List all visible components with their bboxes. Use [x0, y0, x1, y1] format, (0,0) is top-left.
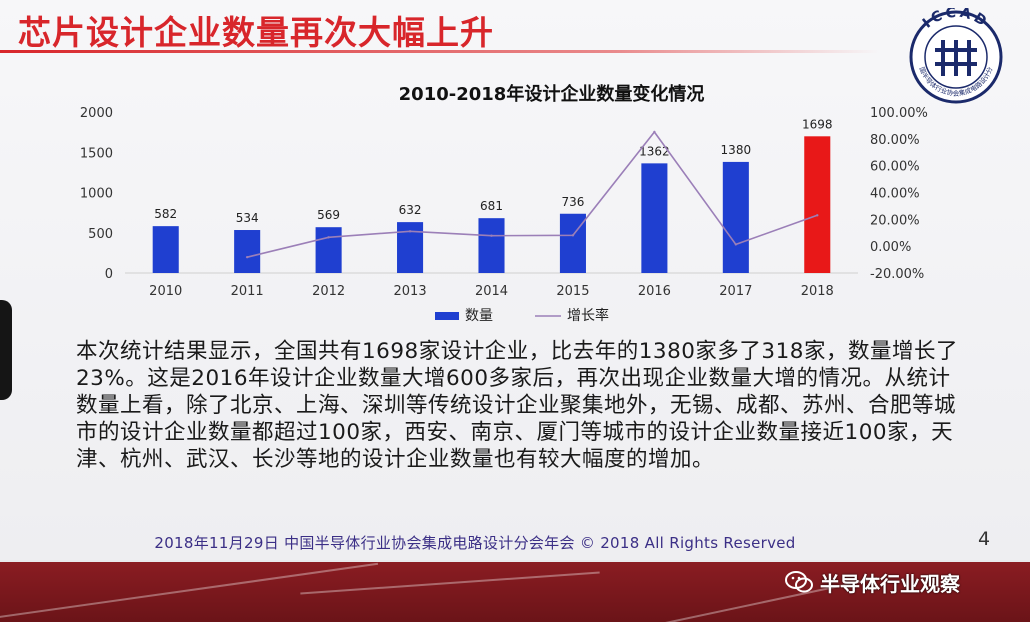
bar-data-label: 632 [399, 203, 422, 217]
growth-rate-line [246, 130, 818, 258]
summary-text: 本次统计结果显示，全国共有1698家设计企业，比去年的1380家多了318家，数… [76, 339, 958, 472]
bar-data-label: 1362 [639, 144, 670, 158]
bar-data-label: 681 [480, 199, 503, 213]
growth-rate-point [734, 243, 738, 246]
bar-data-label: 569 [317, 208, 340, 222]
chart-title: 2010-2018年设计企业数量变化情况 [399, 83, 705, 105]
x-tick-label: 2015 [556, 284, 589, 299]
stage-floor [0, 562, 1030, 622]
y-tick-label: 1000 [80, 187, 113, 202]
y-tick-label: 500 [88, 227, 113, 242]
y-tick-label: 0 [105, 267, 113, 282]
legend-label-count: 数量 [465, 308, 493, 324]
bar-data-label: 582 [154, 207, 177, 221]
y2-tick-label: 60.00% [870, 160, 920, 175]
y2-tick-label: 80.00% [870, 133, 920, 148]
slide-footer: 2018年11月29日 中国半导体行业协会集成电路设计分会年会 © 2018 A… [154, 534, 796, 552]
bar [152, 226, 179, 273]
growth-rate-point [571, 234, 575, 237]
slide-title: 芯片设计企业数量再次大幅上升 [18, 13, 494, 52]
bar [804, 136, 831, 273]
bar-data-label: 736 [561, 195, 584, 209]
x-tick-label: 2012 [312, 284, 345, 299]
x-tick-label: 2017 [719, 284, 752, 299]
y2-tick-label: -20.00% [870, 267, 924, 282]
x-tick-label: 2013 [394, 284, 427, 299]
bar-data-label: 1380 [721, 143, 752, 157]
y-tick-label: 2000 [80, 106, 113, 121]
bar-data-label: 534 [236, 211, 259, 225]
growth-rate-point [327, 236, 330, 239]
y2-tick-label: 0.00% [870, 240, 911, 255]
legend-label-growth: 增长率 [567, 307, 609, 324]
y2-tick-label: 40.00% [870, 187, 920, 202]
wechat-icon [785, 571, 813, 593]
bar [234, 230, 261, 273]
bar [641, 163, 668, 273]
x-tick-label: 2018 [801, 284, 834, 299]
slide: 芯片设计企业数量再次大幅上升 ICCAD 中国半导体行业协会集成电路设计分会 2… [0, 0, 1030, 560]
watermark: 半导体行业观察 [784, 566, 960, 598]
bar-data-label: 1698 [802, 117, 833, 131]
logo-grid-mark [935, 40, 977, 76]
x-tick-label: 2011 [231, 284, 264, 299]
title-rule [0, 50, 880, 53]
growth-rate-point [653, 130, 656, 134]
legend-swatch-bar [435, 312, 459, 320]
foreground-silhouette [0, 300, 12, 400]
page-number: 4 [978, 528, 991, 550]
watermark-text: 半导体行业观察 [820, 571, 960, 596]
bar [722, 161, 749, 273]
growth-rate-point [816, 214, 819, 217]
y2-tick-label: 20.00% [870, 213, 920, 228]
growth-rate-point [490, 234, 493, 237]
enterprise-count-chart: 2010-2018年设计企业数量变化情况 0 500 1000 1500 2000 -20.… [80, 83, 928, 324]
y-tick-label: 1500 [80, 146, 113, 161]
bar [397, 222, 424, 273]
bar [315, 227, 342, 273]
growth-rate-point [245, 255, 249, 259]
x-tick-label: 2010 [149, 284, 182, 299]
growth-rate-point [408, 230, 412, 233]
iccad-logo: ICCAD 中国半导体行业协会集成电路设计分会 [893, 8, 1003, 104]
x-tick-label: 2014 [475, 284, 508, 299]
x-tick-label: 2016 [638, 284, 671, 299]
bar [478, 218, 505, 273]
y2-tick-label: 100.00% [870, 106, 928, 121]
